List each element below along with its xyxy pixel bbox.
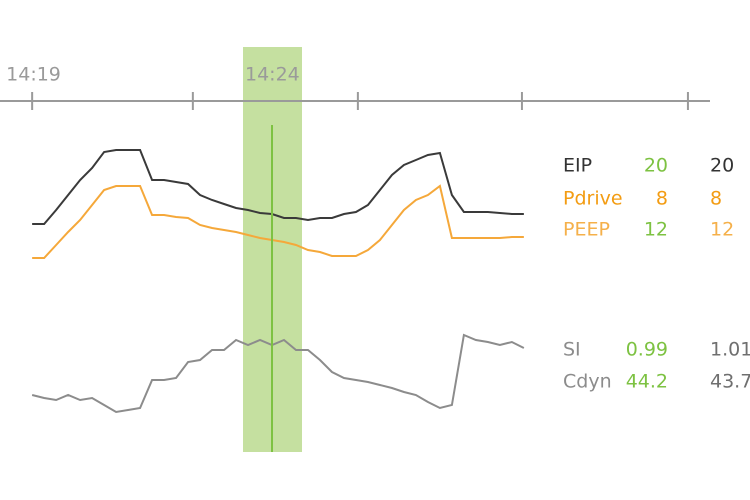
readout-label: PEEP (563, 219, 610, 241)
readout-current-value: 1.01 (710, 339, 750, 361)
x-tick-label: 14:19 (6, 64, 61, 86)
series-line (32, 184, 524, 259)
cursor-time-label: 14:24 (245, 64, 300, 86)
readout-current-value: 20 (710, 155, 734, 177)
readout-cursor-value: 20 (644, 155, 668, 177)
readout-label: Pdrive (563, 188, 623, 210)
readout-current-value: 43.7 (710, 371, 750, 393)
readout-cursor-value: 8 (656, 188, 668, 210)
readout-label: EIP (563, 155, 592, 177)
series-line (31, 333, 525, 414)
readout-current-value: 12 (710, 219, 734, 241)
series-line (32, 149, 524, 225)
readout-label: SI (563, 339, 581, 361)
readout-current-value: 8 (710, 188, 722, 210)
readout-cursor-value: 44.2 (626, 371, 668, 393)
readout-cursor-value: 12 (644, 219, 668, 241)
readout-label: Cdyn (563, 371, 612, 393)
readout-cursor-value: 0.99 (626, 339, 668, 361)
